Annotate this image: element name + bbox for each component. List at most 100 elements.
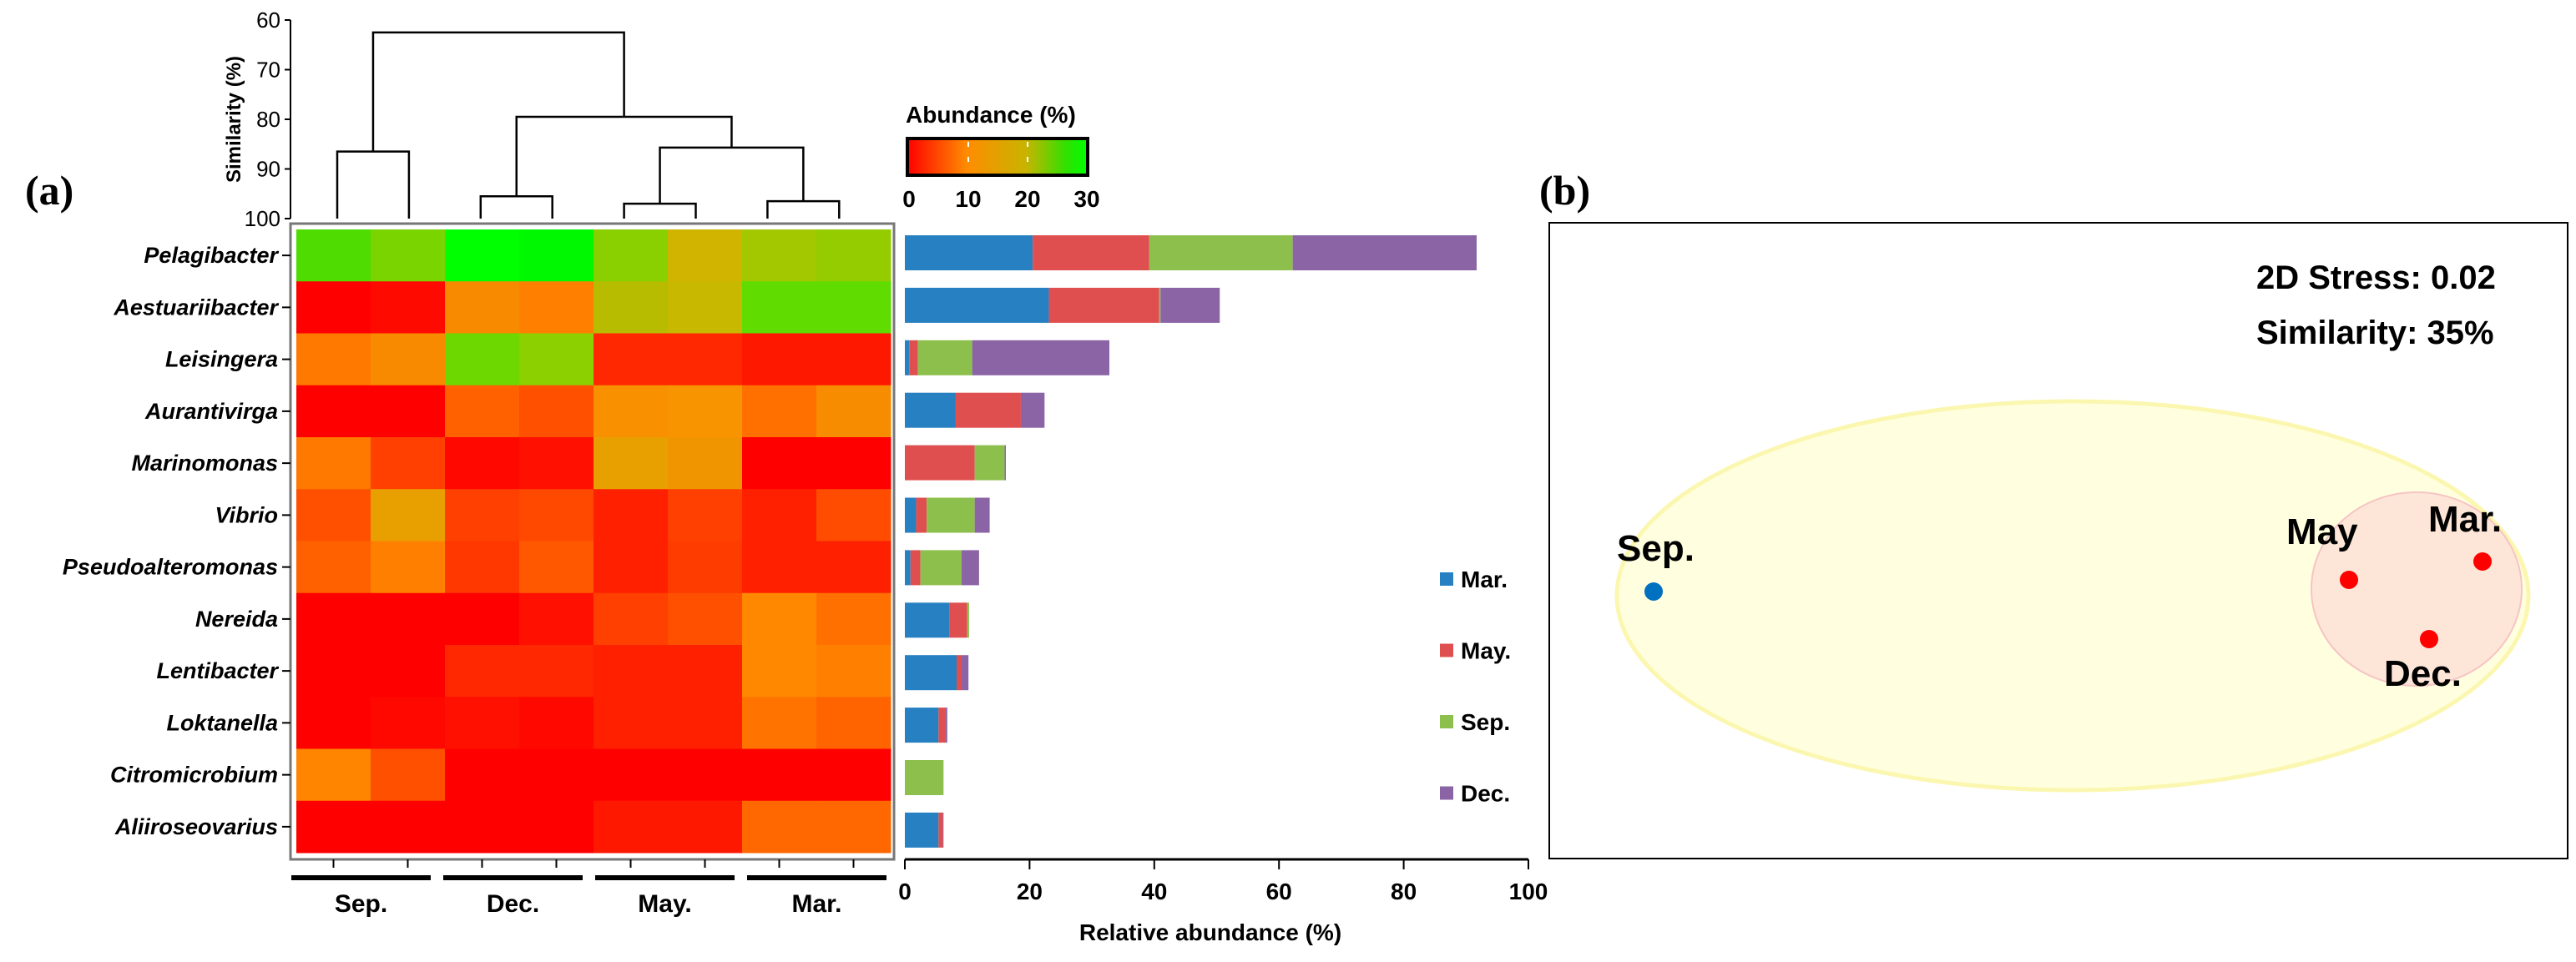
row-label: Aliiroseovarius	[114, 814, 278, 839]
dendrogram: Similarity (%) 60 70 80 90 100	[223, 8, 841, 231]
legend-swatch	[1440, 572, 1453, 586]
row-label: Vibrio	[215, 502, 278, 527]
bar-segment-dec	[1020, 392, 1045, 428]
dendrogram-branch	[479, 194, 553, 219]
bar-segment-sep	[917, 340, 972, 375]
heatmap-cell	[742, 333, 817, 386]
heatmap-cell	[371, 437, 446, 490]
heatmap-cell	[593, 748, 669, 802]
row-label: Aestuariibacter	[113, 295, 279, 320]
heatmap-cell	[445, 489, 520, 541]
bar-segment-sep	[1149, 235, 1293, 270]
bar-segment-may	[938, 812, 943, 848]
bar-segment-sep	[1159, 287, 1161, 323]
heatmap-cell	[371, 748, 446, 802]
bar-segment-may	[1033, 235, 1149, 270]
heatmap-cell	[742, 385, 817, 438]
heatmap-cell	[296, 800, 371, 854]
bar-segment-may	[957, 655, 962, 691]
bar-segment-mar	[905, 340, 910, 375]
heatmap-cell	[519, 489, 594, 541]
row-label: Pelagibacter	[144, 243, 279, 268]
legend-label: Sep.	[1461, 709, 1510, 735]
heatmap-cell	[816, 281, 891, 334]
row-label: Lentibacter	[156, 658, 279, 683]
column-group-label: Sep.	[335, 890, 387, 918]
group-ellipse-all	[1614, 399, 2531, 793]
heatmap-cell	[296, 489, 371, 541]
heatmap-cell	[519, 800, 594, 854]
heatmap-cell	[742, 541, 817, 594]
heatmap-cell	[519, 645, 594, 698]
row-label: Nereida	[195, 607, 278, 632]
heatmap-cell	[593, 592, 669, 646]
heatmap-cell	[742, 437, 817, 490]
heatmap-cell	[371, 697, 446, 749]
heatmap-cell	[445, 748, 520, 802]
column-group-label: May.	[638, 890, 691, 918]
heatmap-cell	[445, 229, 520, 282]
heatmap-cell	[816, 697, 891, 749]
heatmap-cell	[519, 437, 594, 490]
heatmap: Pelagibacter Aestuariibacter Leisingera Aur…	[63, 222, 896, 918]
row-label: Aurantivirga	[144, 399, 278, 424]
row-label: Loktanella	[166, 710, 278, 735]
panel-b-label: (b)	[1539, 167, 1590, 214]
heatmap-cell	[519, 697, 594, 749]
bar-segment-sep	[905, 760, 944, 795]
heatmap-cell	[593, 281, 669, 334]
heatmap-cell	[816, 592, 891, 646]
heatmap-cell	[593, 437, 669, 490]
heatmap-cell	[816, 645, 891, 698]
bar-segment-dec	[1292, 235, 1477, 270]
heatmap-cell	[742, 697, 817, 749]
bar-segment-dec	[961, 550, 979, 586]
heatmap-cell	[371, 645, 446, 698]
heatmap-cell	[668, 489, 743, 541]
heatmap-cell	[593, 800, 669, 854]
heatmap-cell	[519, 748, 594, 802]
bar-segment-may	[949, 602, 967, 638]
legend-swatch	[1440, 786, 1453, 800]
bar-segment-mar	[905, 287, 1049, 323]
heatmap-cell	[816, 489, 891, 541]
colorbar-tick-label: 10	[955, 186, 981, 212]
heatmap-cell	[593, 229, 669, 282]
bar-segment-dec	[974, 497, 990, 533]
dendrogram-ytick-label: 80	[256, 107, 280, 132]
legend-label: May.	[1461, 638, 1511, 664]
bar-segment-dec	[972, 340, 1110, 375]
heatmap-cell	[593, 489, 669, 541]
heatmap-cell	[445, 333, 520, 386]
dendrogram-ytick-label: 70	[256, 58, 280, 83]
heatmap-cell	[296, 385, 371, 438]
colorbar-title: Abundance (%)	[906, 102, 1076, 128]
heatmap-cell	[668, 748, 743, 802]
heatmap-cell	[296, 333, 371, 386]
row-label: Pseudoalteromonas	[63, 555, 278, 580]
heatmap-cell	[742, 800, 817, 854]
heatmap-cell	[296, 437, 371, 490]
panel-a-label: (a)	[25, 167, 73, 214]
heatmap-cell	[296, 281, 371, 334]
bar-segment-mar	[905, 392, 956, 428]
heatmap-cell	[296, 541, 371, 594]
heatmap-cell	[519, 385, 594, 438]
bar-segment-may	[905, 445, 975, 481]
heatmap-cell	[668, 541, 743, 594]
heatmap-cell	[816, 385, 891, 438]
bar-segment-mar	[905, 812, 939, 848]
heatmap-cell	[668, 645, 743, 698]
dendrogram-ytick-label: 60	[256, 8, 280, 33]
bar-segment-may	[938, 708, 946, 743]
row-label: Marinomonas	[131, 451, 278, 476]
bar-segment-mar	[905, 497, 917, 533]
heatmap-cell	[668, 333, 743, 386]
nmds-point	[2340, 571, 2358, 589]
bar-segment-sep	[920, 550, 962, 586]
bar-segment-sep	[927, 497, 975, 533]
dendrogram-ytick-label: 90	[256, 157, 280, 182]
bar-xtick-label: 20	[1017, 879, 1043, 904]
column-group-label: Dec.	[487, 890, 539, 918]
